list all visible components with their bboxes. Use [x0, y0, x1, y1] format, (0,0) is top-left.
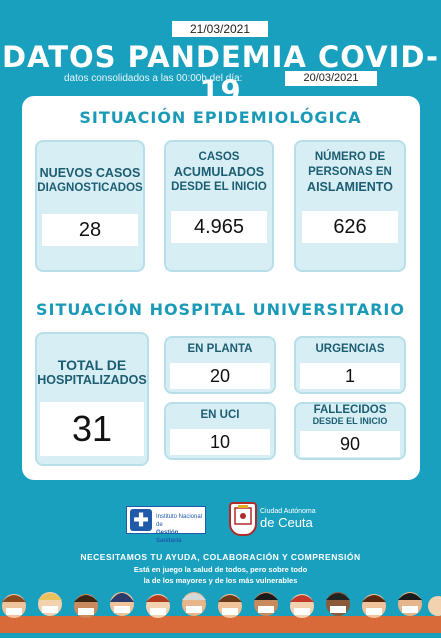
report-date: 21/03/2021: [172, 21, 268, 37]
nuevos-casos-value: 28: [42, 214, 138, 246]
people-illustration: [0, 588, 441, 633]
total-label-1: TOTAL DE: [57, 357, 127, 373]
acumulados-label-2: ACUMULADOS: [173, 165, 265, 179]
aislamiento-value: 626: [302, 211, 398, 243]
fallecidos-value: 90: [300, 431, 400, 457]
en-uci-value: 10: [170, 429, 270, 455]
total-hospitalizados-value: 31: [40, 402, 144, 456]
en-planta-card: EN PLANTA 20: [164, 336, 276, 394]
en-uci-label: EN UCI: [200, 409, 240, 421]
footer-line-2: Está en juego la salud de todos, pero so…: [133, 565, 308, 574]
acumulados-label-1: CASOS: [198, 151, 240, 163]
ingesa-text: Instituto Nacional de Gestión Sanitaria: [156, 514, 203, 544]
aislamiento-card: NÚMERO DE PERSONAS EN AISLAMIENTO 626: [294, 140, 406, 272]
page-title: DATOS PANDEMIA COVID-19: [1, 40, 440, 108]
aislamiento-label-3: AISLAMIENTO: [307, 180, 393, 194]
acumulados-value: 4.965: [171, 211, 267, 243]
nuevos-casos-label-2: DIAGNOSTICADOS: [37, 182, 143, 194]
urgencias-label: URGENCIAS: [315, 343, 385, 355]
footer-line-3: la de los mayores y de los más vulnerabl…: [143, 576, 298, 585]
footer-line-1: NECESITAMOS TU AYUDA, COLABORACIÓN Y COM…: [80, 552, 361, 562]
en-planta-value: 20: [170, 363, 270, 389]
hospital-title: SITUACIÓN HOSPITAL UNIVERSITARIO: [36, 300, 405, 319]
ceuta-shield-icon: [229, 502, 257, 536]
nuevos-casos-label-1: NUEVOS CASOS: [39, 166, 141, 180]
consolidated-date: 20/03/2021: [285, 71, 377, 86]
fallecidos-label-2: DESDE EL INICIO: [312, 416, 388, 426]
aislamiento-label-1: NÚMERO DE: [314, 151, 386, 163]
total-hospitalizados-card: TOTAL DE HOSPITALIZADOS 31: [35, 332, 149, 466]
en-uci-card: EN UCI 10: [164, 402, 276, 460]
ceuta-text: Ciudad Autónoma de Ceuta: [260, 508, 316, 530]
fallecidos-card: FALLECIDOS DESDE EL INICIO 90: [294, 402, 406, 460]
fallecidos-label-1: FALLECIDOS: [313, 404, 387, 416]
urgencias-card: URGENCIAS 1: [294, 336, 406, 394]
acumulados-label-3: DESDE EL INICIO: [171, 181, 267, 193]
epidemiologica-title: SITUACIÓN EPIDEMIOLÓGICA: [79, 108, 362, 127]
total-label-2: HOSPITALIZADOS: [37, 373, 147, 387]
consolidated-label: datos consolidados a las 00:00h del día:: [64, 73, 243, 84]
urgencias-value: 1: [300, 363, 400, 389]
en-planta-label: EN PLANTA: [187, 343, 253, 355]
medical-cross-icon: ✚: [130, 509, 152, 531]
acumulados-card: CASOS ACUMULADOS DESDE EL INICIO 4.965: [164, 140, 274, 272]
nuevos-casos-card: NUEVOS CASOS DIAGNOSTICADOS 28: [35, 140, 145, 272]
aislamiento-label-2: PERSONAS EN: [308, 166, 392, 178]
